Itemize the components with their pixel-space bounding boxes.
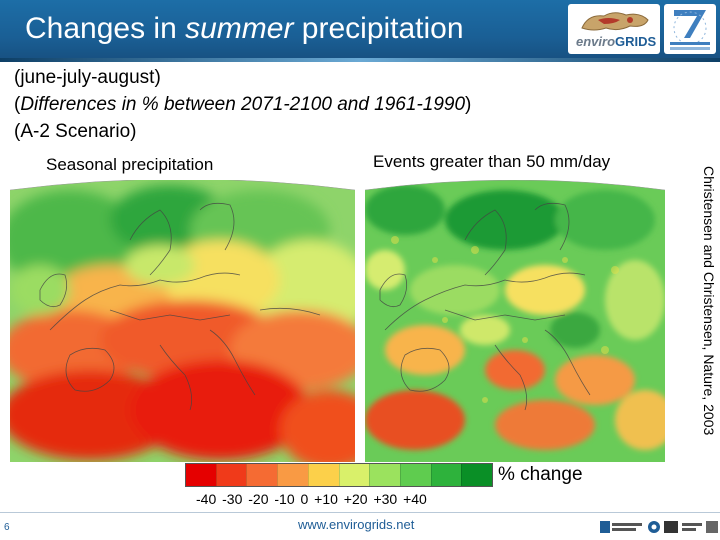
header-stripe <box>0 58 720 62</box>
citation-credit: Christensen and Christensen, Nature, 200… <box>701 166 717 436</box>
title-text: Changes in <box>25 12 186 45</box>
footer-url: www.envirogrids.net <box>298 517 415 532</box>
legend-swatch <box>307 464 339 486</box>
legend-tick-labels: -40 -30 -20 -10 0 +10 +20 +30 +40 <box>196 491 427 507</box>
legend-swatch <box>246 464 278 486</box>
partner-square-icon <box>664 521 678 533</box>
logo-wordmark: enviroGRIDS <box>576 34 657 49</box>
legend-swatch <box>215 464 247 486</box>
legend-swatch <box>338 464 370 486</box>
subtitle-scenario: (A-2 Scenario) <box>14 121 137 142</box>
subtitle-season: (june-july-august) <box>14 67 161 88</box>
title-emphasis: summer <box>185 12 294 45</box>
envirogrids-logo: enviroGRIDS <box>568 4 660 54</box>
fp7-logo <box>664 4 716 54</box>
right-panel-label: Events greater than 50 mm/day <box>373 152 611 171</box>
slide-header: Changes in summer precipitation enviroGR… <box>0 0 720 62</box>
legend-color-scale <box>185 463 493 487</box>
legend-title: % change <box>498 464 583 485</box>
legend-swatch <box>399 464 431 486</box>
legend-swatch <box>461 464 493 486</box>
legend-swatch <box>277 464 308 486</box>
europe-map-icon <box>581 12 649 31</box>
title-text-end: precipitation <box>293 12 464 45</box>
legend-swatch <box>430 464 462 486</box>
slide-number: 6 <box>4 522 10 533</box>
unige-crest-icon <box>600 521 610 533</box>
seasonal-precipitation-map <box>10 180 355 462</box>
footer-divider <box>0 512 720 513</box>
left-panel-label: Seasonal precipitation <box>46 155 214 174</box>
legend-swatch <box>186 464 216 486</box>
subtitle-difference: (Differences in % between 2071-2100 and … <box>14 94 472 115</box>
partner-logos <box>600 521 718 533</box>
fp7-emblem-icon <box>670 10 710 50</box>
legend-swatch <box>369 464 400 486</box>
slide-title: Changes in summer precipitation <box>25 12 464 46</box>
heavy-events-map <box>365 180 665 462</box>
